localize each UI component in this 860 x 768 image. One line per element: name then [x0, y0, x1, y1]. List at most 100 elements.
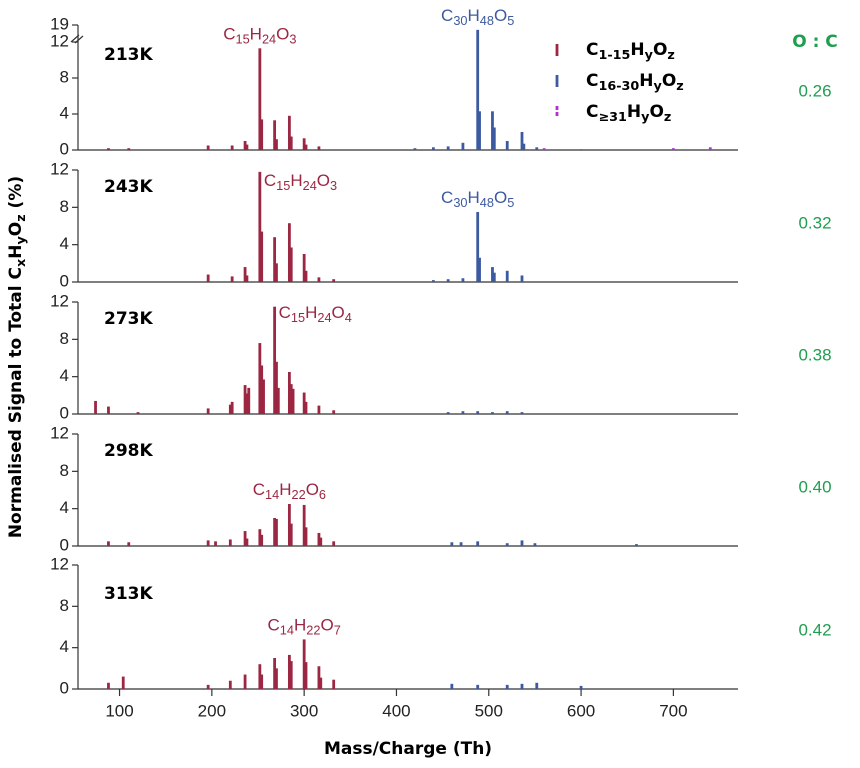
bar [461, 142, 465, 150]
bar [276, 387, 280, 414]
y-tick-label: 4 [60, 498, 69, 517]
panel-title: 243K [104, 177, 153, 197]
bar [533, 543, 537, 546]
bar [304, 144, 308, 150]
peak-label: C30H48O5 [441, 188, 514, 210]
bar [260, 119, 264, 150]
ratio-value: 0.32 [798, 213, 831, 232]
y-tick-label: 12 [50, 159, 69, 178]
bar [302, 138, 306, 150]
bar [243, 141, 247, 150]
x-axis-label: Mass/Charge (Th) [324, 739, 492, 759]
bar [245, 275, 249, 282]
bar [258, 529, 262, 546]
bar [302, 392, 306, 414]
bar [319, 677, 323, 689]
bar [332, 679, 336, 689]
y-tick-label: 8 [60, 329, 69, 348]
bar [228, 539, 232, 546]
bar [275, 518, 278, 546]
panel: 0 4 8 12 273K 0.38 C15H24O4 [50, 291, 831, 422]
bar [520, 275, 524, 282]
bar [287, 115, 291, 150]
bar [275, 263, 278, 282]
y-axis-label: Normalised Signal to Total CxHyOz (%) [6, 176, 29, 538]
bar [228, 680, 232, 689]
bar [304, 401, 308, 414]
bar [332, 279, 336, 282]
bar [107, 541, 110, 546]
x-tick-label: 200 [198, 701, 226, 720]
bar [476, 541, 480, 546]
panel: 0 4 8 12 100 200 300 400 500 600 700 Mass/Charge (T… [50, 554, 831, 759]
bar [258, 664, 262, 689]
bar [230, 401, 234, 414]
bar [520, 412, 524, 414]
panel-title: 213K [104, 45, 153, 65]
bar [275, 361, 278, 414]
bar [136, 412, 140, 414]
bar [228, 404, 232, 414]
bar [287, 654, 291, 689]
y-tick-label: 4 [60, 103, 69, 122]
y-tick-label: 8 [60, 197, 69, 216]
bar [107, 682, 110, 689]
bar [431, 280, 435, 282]
bar [289, 661, 293, 689]
ratio-value: 0.26 [798, 81, 831, 100]
bar [262, 379, 265, 414]
bar [505, 543, 509, 546]
bar [708, 147, 712, 150]
y-tick-label: 0 [60, 678, 69, 697]
x-tick-label: 100 [105, 701, 133, 720]
bar [260, 231, 264, 282]
panel: 0 4 8 12 298K 0.40 C14H22O6 [50, 423, 831, 554]
panel-title: 313K [104, 584, 153, 604]
bar [304, 662, 308, 689]
bar [258, 171, 262, 282]
peak-label: C30H48O5 [441, 6, 514, 28]
y-tick-label: 0 [60, 271, 69, 290]
bar [258, 343, 262, 414]
bar [275, 668, 278, 689]
y-tick-label: 12 [50, 291, 69, 310]
bar [520, 540, 524, 546]
bar [291, 388, 295, 414]
bar [446, 412, 450, 414]
bar [304, 270, 308, 282]
panel-title: 273K [104, 309, 153, 329]
y-tick-label: 0 [60, 403, 69, 422]
panel-title: 298K [104, 441, 153, 461]
y-tick-label: 0 [60, 139, 69, 158]
y-tick-label: 12 [50, 423, 69, 442]
bar [431, 147, 435, 150]
bar [476, 684, 480, 689]
bar [273, 518, 277, 546]
bar [461, 411, 465, 414]
peak-label: C14H22O7 [268, 616, 341, 638]
bar [319, 537, 323, 546]
bar [289, 247, 293, 282]
y-tick-label: 8 [60, 67, 69, 86]
bar [287, 372, 291, 414]
bar [450, 683, 454, 689]
bar [317, 666, 321, 689]
bar [579, 685, 583, 689]
bar [332, 410, 336, 414]
bar [413, 148, 417, 150]
bar [94, 400, 97, 414]
ratio-header: O : C [792, 32, 838, 52]
bar [304, 527, 308, 546]
bar [289, 136, 293, 150]
bar [206, 540, 210, 546]
bar [671, 148, 675, 150]
bar [491, 111, 494, 150]
bar [289, 384, 293, 414]
bar [492, 272, 496, 282]
x-tick-label: 400 [382, 701, 410, 720]
bar [245, 393, 249, 414]
bar [635, 544, 638, 546]
bar [258, 48, 262, 150]
bar [302, 504, 306, 546]
